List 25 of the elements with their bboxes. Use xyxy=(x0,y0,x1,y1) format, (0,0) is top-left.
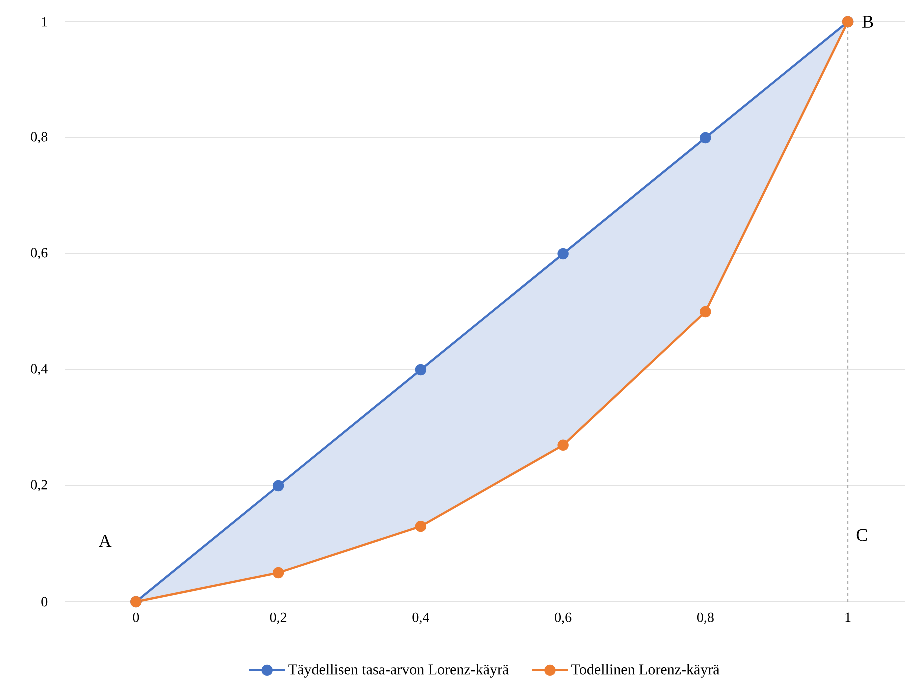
y-tick-label: 0,4 xyxy=(31,364,48,376)
point xyxy=(272,480,284,492)
x-tick-label: 0 xyxy=(133,612,140,622)
point xyxy=(558,440,569,451)
y-tick-label: 0 xyxy=(42,597,48,607)
x-tick-label: 0,4 xyxy=(412,612,430,624)
point xyxy=(415,521,427,532)
point xyxy=(415,364,427,376)
point xyxy=(558,248,569,260)
annotation: B xyxy=(862,16,874,28)
x-tick-label: 0,2 xyxy=(270,612,287,624)
legend-label: Täydellisen tasa-arvon Lorenz-käyrä xyxy=(288,664,509,678)
legend-label: Todellinen Lorenz-käyrä xyxy=(572,664,720,678)
point xyxy=(700,132,712,144)
y-tick-label: 0,2 xyxy=(31,480,48,492)
y-tick-label: 0,6 xyxy=(31,248,48,260)
y-tick-label: 0,8 xyxy=(31,132,48,144)
x-tick-label: 0,6 xyxy=(555,612,572,624)
x-tick-label: 1 xyxy=(846,612,851,622)
point xyxy=(700,306,712,318)
x-tick-label: 0,8 xyxy=(697,612,714,624)
annotation: C xyxy=(856,529,868,542)
annotation: A xyxy=(98,535,112,548)
point xyxy=(272,567,284,579)
y-tick-label: 1 xyxy=(42,17,48,27)
